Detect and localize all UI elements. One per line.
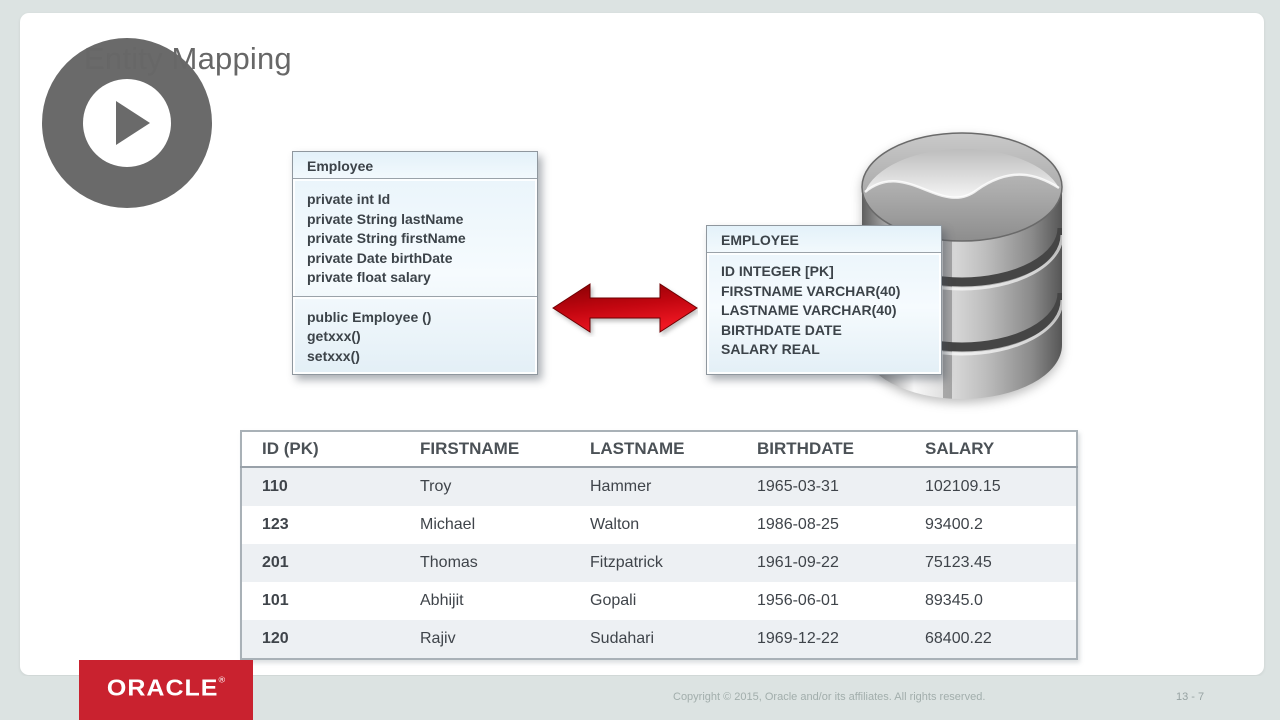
db-table-definition-box: EMPLOYEE ID INTEGER [PK] FIRSTNAME VARCHA… xyxy=(706,225,942,375)
uml-method: setxxx() xyxy=(307,347,360,364)
table-cell: 1965-03-31 xyxy=(737,467,905,506)
table-cell: 1986-08-25 xyxy=(737,506,905,544)
table-cell: 75123.45 xyxy=(905,544,1077,582)
table-cell: 1956-06-01 xyxy=(737,582,905,620)
column-header: ID (PK) xyxy=(241,431,400,468)
table-cell: 102109.15 xyxy=(905,467,1077,506)
table-cell: 120 xyxy=(241,620,400,659)
table-cell: 123 xyxy=(241,506,400,544)
slide-canvas: Entity Mapping Employee private int Id pr… xyxy=(20,13,1264,675)
table-cell: 1961-09-22 xyxy=(737,544,905,582)
play-triangle-icon xyxy=(116,101,150,145)
uml-attribute: private String firstName xyxy=(307,230,466,246)
page-title: Entity Mapping xyxy=(84,41,292,76)
table-row: 101 Abhijit Gopali 1956-06-01 89345.0 xyxy=(241,582,1077,620)
table-cell: Troy xyxy=(400,467,570,506)
ddl-column: LASTNAME VARCHAR(40) xyxy=(721,302,897,318)
table-cell: Abhijit xyxy=(400,582,570,620)
employee-data-table: ID (PK) FIRSTNAME LASTNAME BIRTHDATE SALARY … xyxy=(240,430,1078,660)
table-row: 110 Troy Hammer 1965-03-31 102109.15 xyxy=(241,467,1077,506)
oracle-logo: ORACLE® xyxy=(79,660,253,720)
uml-attributes-section: private int Id private String lastName pri… xyxy=(293,179,537,296)
table-row: 120 Rajiv Sudahari 1969-12-22 68400.22 xyxy=(241,620,1077,659)
table-cell: Rajiv xyxy=(400,620,570,659)
table-cell: 110 xyxy=(241,467,400,506)
uml-attribute: private String lastName xyxy=(307,210,464,227)
uml-class-box: Employee private int Id private String la… xyxy=(292,151,538,375)
uml-class-name: Employee xyxy=(293,152,537,179)
table-cell: 89345.0 xyxy=(905,582,1077,620)
result-table-header-row: ID (PK) FIRSTNAME LASTNAME BIRTHDATE SALARY xyxy=(241,431,1077,468)
uml-method: public Employee () xyxy=(307,308,432,325)
column-header: LASTNAME xyxy=(570,431,737,468)
table-cell: 93400.2 xyxy=(905,506,1077,544)
result-table-body: 110 Troy Hammer 1965-03-31 102109.15 123 Micha… xyxy=(241,467,1077,659)
db-table-name: EMPLOYEE xyxy=(707,226,941,253)
table-cell: Fitzpatrick xyxy=(570,544,737,582)
uml-attribute: private float salary xyxy=(307,269,431,285)
mapping-arrow-icon xyxy=(552,279,698,342)
ddl-column: FIRSTNAME VARCHAR(40) xyxy=(721,282,901,299)
table-cell: Gopali xyxy=(570,582,737,620)
page-number: 13 - 7 xyxy=(1176,691,1205,703)
table-row: 123 Michael Walton 1986-08-25 93400.2 xyxy=(241,506,1077,544)
table-cell: 101 xyxy=(241,582,400,620)
uml-methods-section: public Employee () getxxx() setxxx() xyxy=(293,295,537,375)
play-icon xyxy=(83,79,171,167)
uml-attribute: private int Id xyxy=(307,191,391,207)
uml-attribute: private Date birthDate xyxy=(307,249,453,266)
oracle-wordmark: ORACLE® xyxy=(106,674,226,701)
copyright-text: Copyright © 2015, Oracle and/or its affi… xyxy=(673,691,986,703)
table-cell: Sudahari xyxy=(570,620,737,659)
video-play-button[interactable] xyxy=(42,38,212,208)
table-row: 201 Thomas Fitzpatrick 1961-09-22 75123.45 xyxy=(241,544,1077,582)
column-header: FIRSTNAME xyxy=(400,431,570,468)
uml-method: getxxx() xyxy=(307,328,361,344)
table-cell: Hammer xyxy=(570,467,737,506)
column-header: BIRTHDATE xyxy=(737,431,905,468)
ddl-column: ID INTEGER [PK] xyxy=(721,263,834,279)
table-cell: Michael xyxy=(400,506,570,544)
table-cell: Thomas xyxy=(400,544,570,582)
ddl-column: SALARY REAL xyxy=(721,341,820,357)
ddl-column: BIRTHDATE DATE xyxy=(721,321,842,338)
table-cell: 68400.22 xyxy=(905,620,1077,659)
table-cell: 1969-12-22 xyxy=(737,620,905,659)
ddl-columns-section: ID INTEGER [PK] FIRSTNAME VARCHAR(40) LAST… xyxy=(707,253,941,368)
table-cell: Walton xyxy=(570,506,737,544)
column-header: SALARY xyxy=(905,431,1077,468)
table-cell: 201 xyxy=(241,544,400,582)
